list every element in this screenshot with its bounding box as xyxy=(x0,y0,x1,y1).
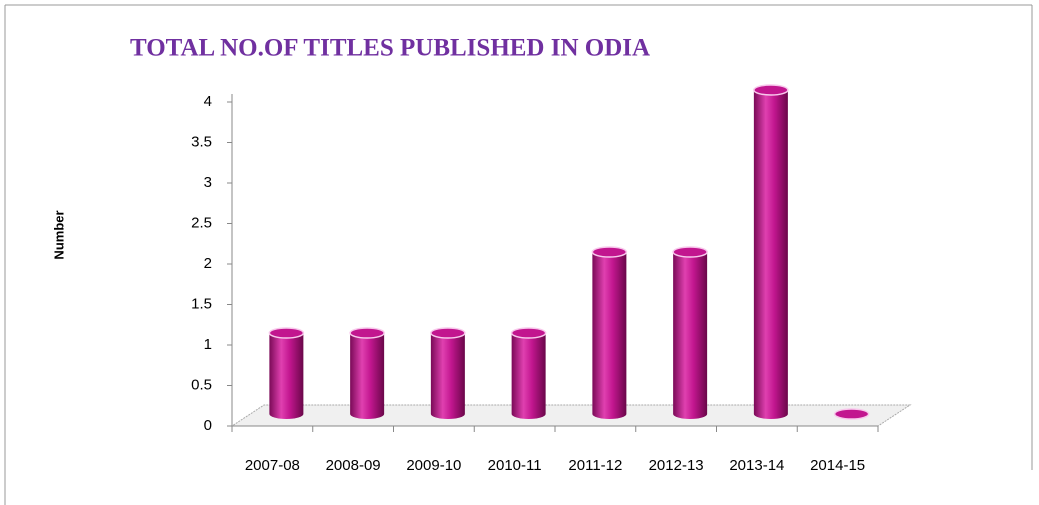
x-tick-label: 2009-10 xyxy=(406,457,461,474)
y-tick-label: 1 xyxy=(204,336,212,353)
bar xyxy=(591,246,628,419)
y-tick-label: 3.5 xyxy=(191,133,212,150)
y-tick-label: 0.5 xyxy=(191,376,212,393)
bar xyxy=(510,327,547,419)
y-tick-label: 4 xyxy=(204,93,212,110)
x-tick-label: 2011-12 xyxy=(568,457,622,474)
y-tick-label: 3 xyxy=(204,174,212,191)
bar-part xyxy=(430,333,465,419)
bar-part xyxy=(430,327,466,339)
bar-part xyxy=(753,90,788,419)
y-tick-label: 1.5 xyxy=(191,295,212,312)
bar-part xyxy=(753,84,789,96)
x-tick-label: 2013-14 xyxy=(729,457,784,474)
x-tick-label: 2008-09 xyxy=(326,457,381,474)
bar xyxy=(268,327,305,419)
bar-part xyxy=(269,333,304,419)
bar-part xyxy=(268,327,305,339)
bar-part xyxy=(510,327,547,339)
floor xyxy=(230,404,912,427)
x-tick-label: 2012-13 xyxy=(649,457,704,474)
y-tick-label: 0 xyxy=(204,417,212,434)
bar xyxy=(672,246,708,419)
bar xyxy=(349,327,385,419)
y-tick-label: 2.5 xyxy=(191,214,212,231)
x-tick-label: 2014-15 xyxy=(810,457,865,474)
bar xyxy=(833,408,870,420)
bar xyxy=(753,84,789,419)
bar-part xyxy=(833,408,870,420)
x-tick-label: 2007-08 xyxy=(245,457,300,474)
bar-part xyxy=(673,252,708,419)
bar-part xyxy=(672,246,708,258)
chart-title: TOTAL NO.OF TITLES PUBLISHED IN ODIA xyxy=(130,35,650,62)
bar-part xyxy=(592,252,627,419)
bar xyxy=(430,327,466,419)
bar-part xyxy=(591,246,628,258)
y-axis-label: Number xyxy=(51,210,66,259)
x-tick-label: 2010-11 xyxy=(488,457,542,474)
bar-part xyxy=(350,333,385,419)
bar-part xyxy=(511,333,546,419)
y-tick-label: 2 xyxy=(204,255,212,272)
bar-part xyxy=(349,327,385,339)
